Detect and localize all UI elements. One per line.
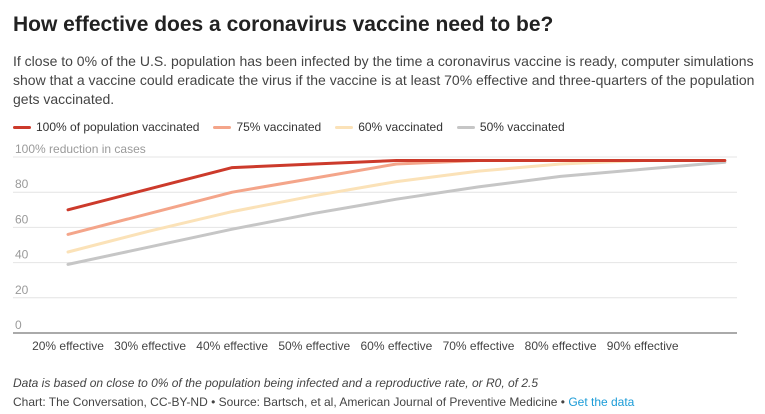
legend-item: 50% vaccinated — [456, 120, 565, 134]
series-line-60-vaccinated — [66, 159, 727, 254]
x-tick-label: 50% effective — [278, 339, 350, 353]
series-line-50-vaccinated — [66, 160, 727, 266]
series-lines — [66, 159, 727, 266]
legend-swatch — [456, 125, 475, 129]
x-tick-label: 60% effective — [360, 339, 432, 353]
legend-item: 60% vaccinated — [335, 120, 443, 134]
legend-item: 100% of population vaccinated — [13, 120, 199, 134]
y-tick-label: 0 — [15, 318, 22, 332]
gridlines — [13, 156, 737, 334]
legend-swatch — [213, 125, 232, 129]
legend-label: 100% of population vaccinated — [36, 120, 200, 134]
legend-swatch — [335, 125, 354, 129]
legend-swatch — [13, 125, 31, 129]
legend-label: 75% vaccinated — [236, 120, 322, 134]
legend-label: 60% vaccinated — [358, 120, 443, 134]
y-tick-label: 80 — [15, 177, 29, 191]
legend-item: 75% vaccinated — [213, 120, 321, 134]
y-tick-label: 60 — [15, 212, 29, 226]
y-axis-labels: 0 20 40 60 80 100% reduction in cases — [15, 142, 146, 332]
y-tick-label: 40 — [15, 248, 29, 262]
y-tick-label: 100% reduction in cases — [15, 142, 146, 156]
series-line-100-of-population-vaccinated — [66, 159, 727, 212]
x-tick-label: 70% effective — [443, 339, 515, 353]
chart-notes: Data is based on close to 0% of the popu… — [13, 376, 539, 390]
y-tick-label: 20 — [15, 283, 29, 297]
chart-credits: Chart: The Conversation, CC-BY-ND • Sour… — [13, 395, 634, 409]
line-chart: 0 20 40 60 80 100% reduction in cases 20% eff… — [13, 142, 737, 353]
credit-text: Chart: The Conversation, CC-BY-ND • Sour… — [13, 395, 569, 409]
x-tick-label: 40% effective — [196, 339, 268, 353]
x-tick-label: 90% effective — [607, 339, 679, 353]
legend-label: 50% vaccinated — [479, 120, 565, 134]
get-the-data-link[interactable]: Get the data — [568, 395, 635, 409]
x-axis-labels: 20% effective 30% effective 40% effective 5… — [32, 339, 679, 353]
legend: 100% of population vaccinated 75% vaccina… — [13, 119, 579, 135]
x-tick-label: 80% effective — [525, 339, 597, 353]
chart-title: How effective does a coronavirus vaccine… — [13, 13, 554, 36]
x-tick-label: 20% effective — [32, 339, 104, 353]
chart-subtitle: If close to 0% of the U.S. population ha… — [13, 53, 755, 107]
x-tick-label: 30% effective — [114, 339, 186, 353]
